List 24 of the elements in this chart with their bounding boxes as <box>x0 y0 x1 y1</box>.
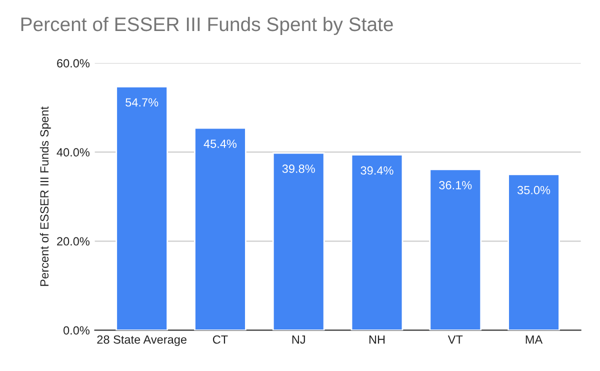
bar <box>508 174 560 330</box>
data-label: 45.4% <box>204 140 237 148</box>
data-label: 39.4% <box>360 166 394 175</box>
data-label: 36.1% <box>439 181 472 190</box>
x-tick-label: NJ <box>292 335 305 344</box>
x-tick-label: NH <box>369 335 385 344</box>
bar <box>116 86 168 330</box>
bar <box>194 127 246 330</box>
bar <box>350 154 404 330</box>
y-axis-title: Percent of ESSER III Funds Spent <box>40 106 51 286</box>
x-tick-label: VT <box>448 335 463 344</box>
bar <box>429 168 482 330</box>
x-tick-label: 28 State Average <box>97 335 186 346</box>
y-tick-label: 60.0% <box>57 59 90 68</box>
chart-title: Percent of ESSER III Funds Spent by State <box>21 16 393 36</box>
y-tick-label: 0.0% <box>63 326 90 335</box>
y-tick-label: 20.0% <box>57 237 90 246</box>
x-tick-label: CT <box>212 335 228 344</box>
x-tick-label: MA <box>526 335 543 344</box>
data-label: 39.8% <box>282 164 315 173</box>
y-tick-label: 40.0% <box>56 148 90 157</box>
bar <box>272 152 325 330</box>
data-label: 54.7% <box>126 98 158 107</box>
data-label: 35.0% <box>517 186 550 194</box>
